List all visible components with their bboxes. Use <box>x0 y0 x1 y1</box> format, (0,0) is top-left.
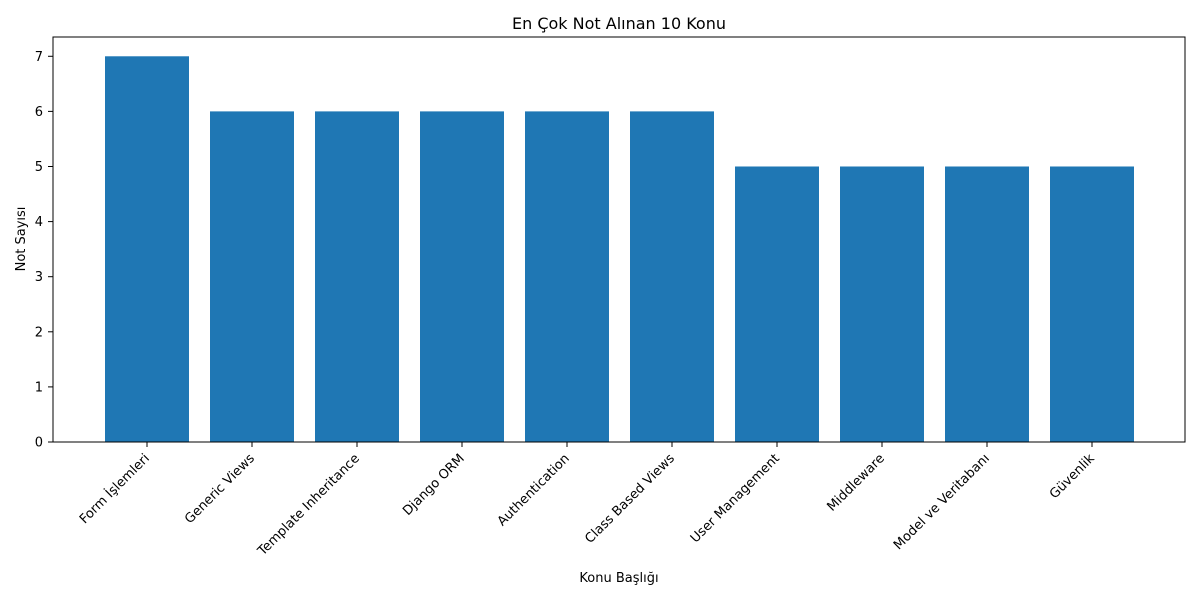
x-tick-label: Middleware <box>824 451 887 514</box>
y-tick-label: 3 <box>35 270 43 285</box>
y-tick-label: 6 <box>35 105 43 120</box>
bar <box>420 111 504 442</box>
x-axis-label: Konu Başlığı <box>579 571 658 586</box>
y-tick-label: 7 <box>35 50 43 65</box>
x-tick-label: Authentication <box>495 451 573 529</box>
bar <box>210 111 294 442</box>
bar <box>735 166 819 442</box>
bar <box>525 111 609 442</box>
bar <box>1050 166 1134 442</box>
x-tick-label: Form İşlemleri <box>76 451 153 528</box>
plot-area-frame <box>52 36 1186 443</box>
y-tick-label: 1 <box>35 380 43 395</box>
bar <box>840 166 924 442</box>
bar <box>945 166 1029 442</box>
chart-title: En Çok Not Alınan 10 Konu <box>512 14 726 33</box>
x-tick-label: Template Inheritance <box>255 451 363 559</box>
y-tick-label: 5 <box>35 160 43 175</box>
bar <box>105 56 189 443</box>
x-tick-label: Generic Views <box>182 451 258 527</box>
x-tick-label: Django ORM <box>400 451 468 519</box>
x-tick-label: Model ve Veritabanı <box>891 451 993 553</box>
y-tick-label: 2 <box>35 325 43 340</box>
bar <box>315 111 399 442</box>
y-tick-label: 0 <box>35 436 43 451</box>
bar <box>630 111 714 442</box>
y-axis-label: Not Sayısı <box>14 207 29 272</box>
x-tick-label: User Management <box>688 451 783 546</box>
y-tick-label: 4 <box>35 215 43 230</box>
x-tick-label: Class Based Views <box>582 451 678 547</box>
x-tick-label: Güvenlik <box>1047 451 1098 502</box>
